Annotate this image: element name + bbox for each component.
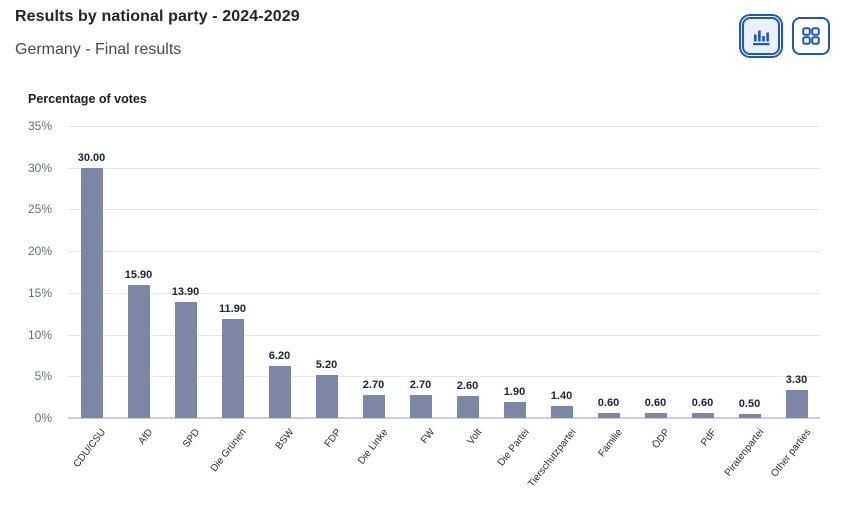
value-label: 3.30 — [785, 374, 808, 387]
value-label: 13.90 — [171, 286, 200, 299]
bar-PdF[interactable] — [691, 413, 714, 418]
y-tick-label: 35% — [27, 119, 52, 133]
gridline — [68, 126, 820, 127]
bar-slot: 0.60 ÖDP — [632, 126, 679, 451]
bar-slot: 1.90 Die Partei — [491, 126, 538, 468]
gridline — [68, 251, 820, 253]
bar-FW[interactable] — [409, 395, 432, 418]
bars-row: 30.00 CDU/CSU 15.90 AfD 13.90 SPD 11.90 Die Grü… — [68, 126, 820, 490]
bar-slot: 0.60 PdF — [679, 126, 726, 448]
bar-Familie[interactable] — [597, 413, 620, 418]
bar-slot: 3.30 Other parties — [769, 126, 820, 479]
bar-ÖDP[interactable] — [644, 413, 667, 418]
value-label: 2.70 — [362, 379, 385, 392]
y-tick-label: 5% — [34, 369, 52, 384]
gridline — [68, 292, 820, 294]
bar-slot: 11.90 Die Grünen — [209, 126, 256, 474]
page-subtitle: Germany - Final results — [15, 41, 182, 58]
y-tick-label: 20% — [27, 244, 52, 259]
value-label: 1.40 — [550, 390, 573, 403]
bar-FDP[interactable] — [315, 374, 338, 418]
plot-area: 35% 30% 25% 20% 15% 10% 5% 0% 30.00 CDU/CSU 15.90 A… — [28, 119, 820, 490]
x-tick-label: Other parties — [768, 427, 814, 480]
bar-chart-icon — [750, 25, 772, 47]
x-tick-label: Familie — [596, 427, 626, 460]
gridline — [68, 376, 820, 378]
bar-slot: 6.20 BSW — [256, 126, 303, 452]
x-tick-label: ÖDP — [650, 427, 673, 451]
value-label: 1.90 — [503, 386, 526, 399]
x-tick-label: FW — [418, 427, 438, 447]
bar-Volt[interactable] — [456, 396, 479, 418]
bar-slot: 0.60 Familie — [585, 126, 632, 459]
x-tick-label: Piratenpartei — [722, 427, 767, 479]
x-tick-label: Die Linke — [355, 427, 391, 467]
value-label: 30.00 — [77, 151, 106, 164]
bar-slot: 2.60 Volt — [444, 126, 491, 447]
gridline — [68, 209, 820, 211]
x-tick-label: SPD — [180, 427, 203, 450]
bar-Other parties[interactable] — [785, 390, 808, 418]
x-tick-label: FDP — [322, 427, 344, 450]
x-tick-label: AfD — [136, 427, 156, 447]
bar-slot: 15.90 AfD — [115, 126, 162, 447]
bar-slot: 1.40 Tierschutzpartei — [526, 126, 585, 489]
bar-Die Partei[interactable] — [503, 402, 526, 418]
value-label: 11.90 — [219, 302, 246, 315]
bar-slot: 30.00 CDU/CSU — [68, 126, 115, 470]
bar-Piratenpartei[interactable] — [738, 413, 761, 418]
x-tick-label: Die Grünen — [209, 427, 250, 475]
page-title: Results by national party - 2024-2029 — [15, 8, 300, 25]
bar-slot: 0.50 Piratenpartei — [723, 126, 773, 479]
grid-view-button[interactable] — [792, 17, 830, 55]
y-tick-label: 30% — [27, 160, 52, 175]
bar-slot: 2.70 Die Linke — [350, 126, 397, 466]
gridline — [68, 334, 820, 336]
x-axis-line — [68, 417, 820, 419]
bar-Die Grünen[interactable] — [221, 318, 244, 418]
bar-AfD[interactable] — [127, 285, 150, 418]
bar-SPD[interactable] — [174, 302, 197, 418]
value-label: 0.60 — [691, 397, 714, 409]
view-toggle — [742, 17, 830, 55]
bar-slot: 13.90 SPD — [162, 126, 209, 450]
chart-view-button[interactable] — [742, 17, 780, 55]
value-label: 0.60 — [597, 397, 620, 409]
value-label: 2.70 — [409, 379, 432, 392]
x-tick-label: BSW — [273, 427, 297, 452]
y-tick-label: 25% — [27, 202, 52, 217]
bar-BSW[interactable] — [268, 366, 291, 418]
x-tick-label: Die Partei — [495, 427, 532, 469]
value-label: 2.60 — [456, 380, 479, 393]
x-tick-label: Tierschutzpartei — [525, 427, 579, 490]
bar-CDU/CSU[interactable] — [80, 167, 103, 418]
y-tick-label: 15% — [27, 285, 52, 300]
y-tick-label: 0% — [34, 411, 52, 425]
value-label: 5.20 — [315, 358, 338, 371]
bar-slot: 2.70 FW — [397, 126, 444, 446]
x-tick-label: CDU/CSU — [71, 427, 109, 470]
gridline — [68, 167, 820, 169]
bar-Tierschutzpartei[interactable] — [550, 406, 573, 418]
value-label: 15.90 — [124, 269, 153, 282]
x-tick-label: PdF — [699, 427, 720, 449]
x-tick-label: Volt — [465, 427, 485, 447]
bar-Die Linke[interactable] — [362, 395, 385, 418]
chart-title: Percentage of votes — [28, 92, 147, 106]
bar-slot: 5.20 FDP — [303, 126, 350, 450]
y-tick-label: 10% — [27, 327, 52, 342]
value-label: 6.20 — [268, 350, 291, 363]
value-label: 0.60 — [644, 397, 667, 409]
value-label: 0.50 — [738, 397, 761, 410]
grid-icon — [800, 25, 822, 47]
